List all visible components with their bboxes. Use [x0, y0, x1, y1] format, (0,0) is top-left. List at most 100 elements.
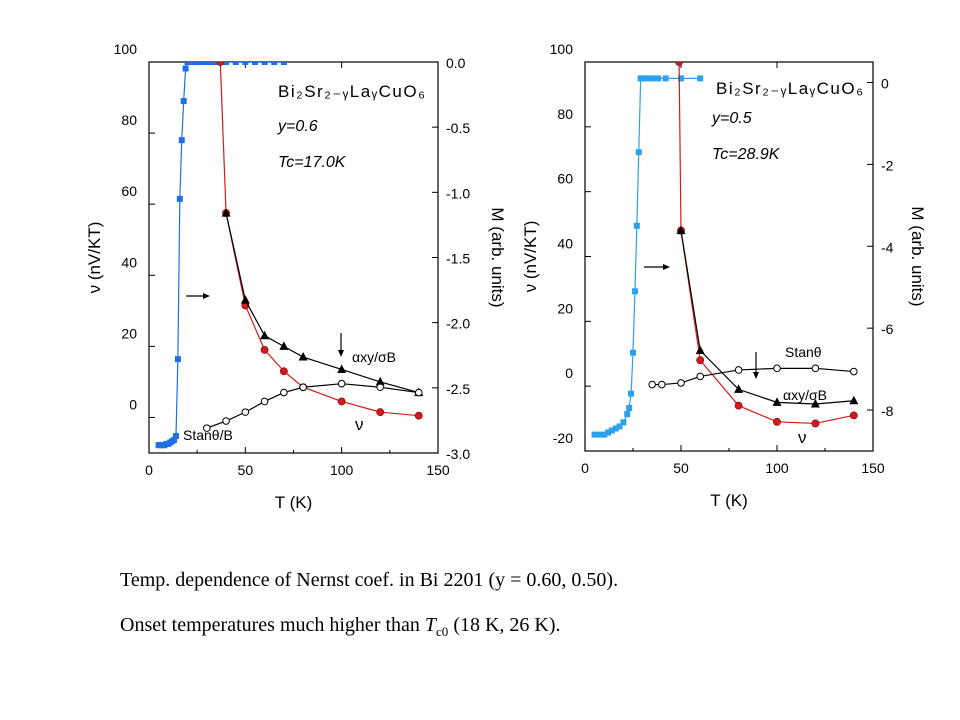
data-point-circle: [696, 356, 705, 365]
x-tick-label: 50: [673, 460, 689, 476]
x-axis-label: T (K): [275, 493, 312, 512]
panel-left: 0 50 100 150 0 20 40 60 80 100 0.0 -0.5 -1.0 -1.5 -2.0…: [85, 41, 507, 512]
data-point-square: [280, 62, 287, 65]
data-point-square: [654, 75, 661, 82]
data-point-square: [171, 436, 178, 443]
x-axis-label: T (K): [710, 491, 747, 510]
data-point-square: [633, 222, 640, 229]
data-point-square: [624, 411, 631, 418]
nu-series-label: ν: [355, 415, 364, 434]
data-point-triangle: [279, 341, 289, 350]
tc-label: Tc=28.9K: [712, 146, 781, 163]
caption-tc-symbol: T: [424, 614, 437, 636]
data-point-open-circle: [773, 364, 781, 373]
doping-label: y=0.6: [277, 118, 318, 135]
y-tick-label: 40: [557, 236, 573, 252]
panel-right: 0 50 100 150 -20 0 20 40 60 80 100 0 -2 -4 -6 -8 T (K) ν …: [521, 41, 927, 510]
data-point-square: [631, 288, 638, 295]
data-point-square: [620, 419, 627, 426]
data-point-square: [591, 431, 598, 438]
caption-line-2-suffix: (18 K, 26 K).: [448, 614, 561, 636]
data-point-square: [251, 62, 258, 65]
y-tick-label: 60: [121, 183, 137, 199]
y2-tick-label: -6: [881, 321, 894, 337]
data-point-square: [612, 425, 619, 432]
data-point-square: [232, 62, 239, 65]
caption-tc-subscript: c0: [436, 624, 449, 639]
data-point-square: [616, 423, 623, 430]
data-point-square: [199, 62, 206, 65]
data-point-triangle: [337, 364, 347, 373]
y2-axis-label: M (arb. units): [908, 206, 927, 306]
data-point-triangle: [221, 208, 231, 217]
series-line: [158, 62, 284, 446]
y2-tick-label: -3.0: [446, 446, 470, 462]
data-point-circle: [734, 401, 743, 410]
y2-tick-label: -2: [881, 157, 894, 173]
data-point-square: [697, 75, 704, 82]
data-point-open-circle: [260, 397, 269, 406]
data-point-triangle: [849, 395, 859, 405]
data-point-open-circle: [648, 380, 657, 389]
data-point-square: [207, 62, 214, 65]
y2-tick-label: -1.0: [446, 185, 470, 201]
data-point-square: [626, 405, 633, 412]
data-point-open-circle: [696, 372, 705, 381]
data-point-square: [678, 75, 684, 82]
y2-tick-label: -2.5: [446, 381, 470, 397]
y-tick-label: 80: [121, 112, 137, 128]
data-point-square: [630, 349, 636, 356]
x-tick-label: 100: [765, 460, 789, 476]
data-point-circle: [773, 417, 781, 426]
data-point-square: [643, 75, 650, 82]
compound-formula: Bi₂Sr₂₋ᵧLaᵧCuO₆: [716, 79, 864, 98]
data-point-square: [649, 75, 656, 82]
tc-label: Tc=17.0K: [278, 154, 347, 171]
data-point-square: [196, 62, 203, 65]
data-point-circle: [849, 411, 858, 420]
data-point-open-circle: [203, 424, 211, 432]
data-point-square: [635, 149, 642, 156]
data-point-square: [601, 431, 608, 438]
doping-label: y=0.5: [711, 110, 752, 127]
data-point-square: [176, 195, 183, 202]
y-tick-label: 20: [121, 325, 137, 341]
data-point-square: [178, 137, 185, 144]
data-point-square: [597, 431, 604, 438]
data-point-triangle: [810, 398, 820, 408]
data-point-open-circle: [222, 417, 230, 425]
data-point-triangle: [375, 376, 385, 386]
data-point-open-circle: [376, 383, 385, 392]
caption-line-2-prefix: Onset temperatures much higher than: [120, 614, 425, 636]
y-tick-label: 0: [129, 396, 137, 412]
y-axis-label: ν (nV/KT): [85, 222, 104, 294]
y2-tick-label: -4: [881, 239, 894, 255]
data-point-circle: [675, 62, 683, 66]
data-point-square: [628, 390, 635, 397]
y-tick-label: 80: [557, 106, 573, 122]
data-point-open-circle: [734, 366, 743, 374]
x-tick-label: 100: [330, 462, 354, 478]
plot-area: [591, 62, 859, 438]
data-point-open-circle: [658, 380, 666, 389]
data-point-square: [605, 429, 612, 436]
data-point-open-circle: [414, 388, 423, 397]
nu-series-label: ν: [798, 428, 807, 447]
arrow-right-head: [663, 264, 670, 270]
y-tick-label: 20: [557, 300, 573, 316]
data-point-triangle: [676, 225, 686, 235]
arrow-right-head: [203, 293, 210, 299]
data-point-square: [180, 98, 187, 105]
y-tick-label: 100: [114, 41, 138, 57]
data-point-circle: [376, 408, 385, 417]
y2-tick-label: -0.5: [446, 120, 470, 136]
plot-area: [155, 62, 424, 449]
data-point-square: [223, 62, 230, 65]
data-point-circle: [337, 397, 346, 406]
y2-tick-label: 0.0: [446, 55, 466, 71]
data-point-circle: [279, 367, 288, 376]
arrow-down-head: [753, 372, 759, 379]
y-axis-label: ν (nV/KT): [521, 221, 540, 293]
data-point-open-circle: [299, 383, 307, 392]
data-point-square: [261, 62, 268, 65]
